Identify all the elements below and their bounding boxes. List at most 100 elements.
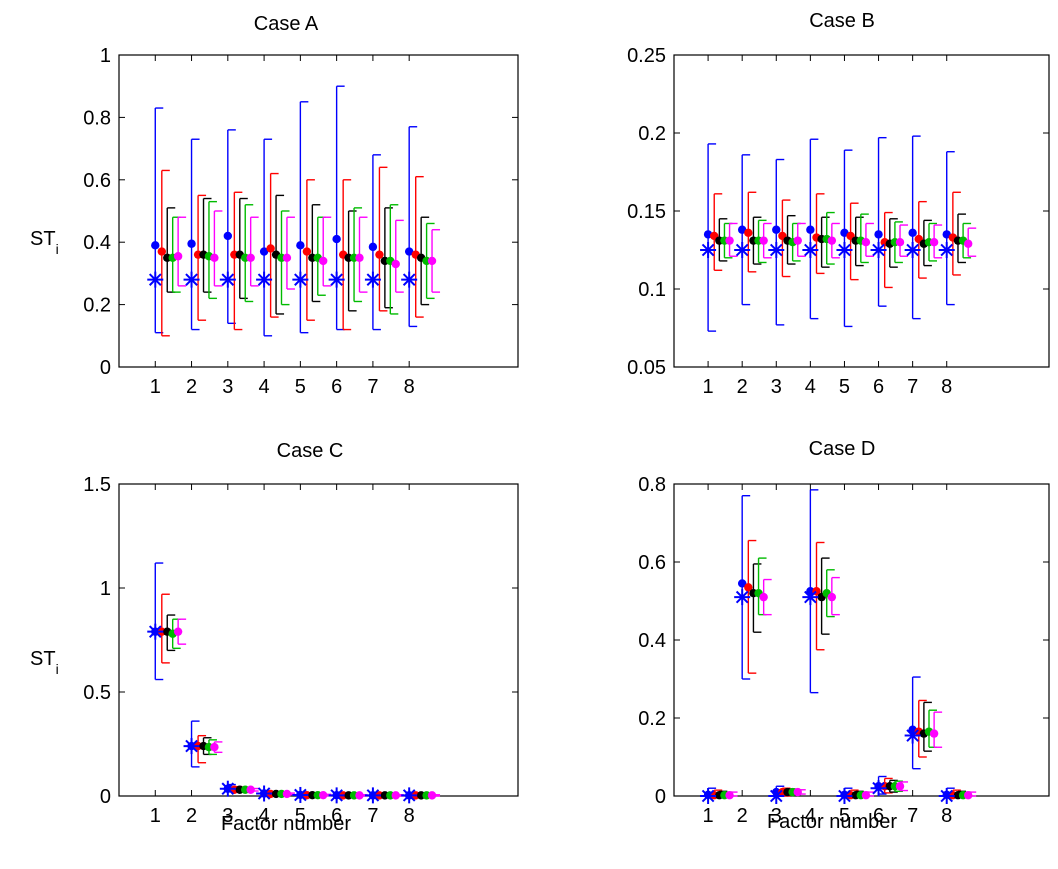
reference-marker bbox=[700, 242, 717, 258]
reference-marker-stroke bbox=[735, 590, 749, 604]
mean-point bbox=[282, 253, 292, 262]
x-tick-label: 8 bbox=[941, 805, 952, 827]
mean-point bbox=[908, 228, 917, 238]
mean-point bbox=[210, 253, 219, 262]
y-tick-label: 0.2 bbox=[83, 295, 111, 317]
mean-point bbox=[759, 592, 768, 602]
x-tick-label: 6 bbox=[331, 376, 342, 398]
panel-case-d: Case D Factor number 0 0.2 0.4 0.6 0.8 1 2 3 4 5 6… bbox=[638, 438, 1050, 833]
reference-marker-stroke bbox=[769, 243, 783, 257]
reference-marker-stroke bbox=[906, 729, 919, 742]
mean-point bbox=[319, 256, 328, 266]
y-tick-label: 0.6 bbox=[83, 170, 111, 192]
reference-marker bbox=[768, 242, 785, 258]
mean-point bbox=[929, 238, 939, 247]
y-tick-label: 0 bbox=[100, 786, 111, 808]
mean-point bbox=[725, 236, 734, 245]
reference-marker-stroke bbox=[940, 243, 954, 257]
reference-marker bbox=[401, 787, 418, 804]
reference-marker bbox=[802, 589, 819, 606]
mean-point bbox=[391, 791, 400, 800]
mean-point bbox=[157, 247, 167, 256]
plot-area: 0.05 0.1 0.15 0.2 0.25 1 2 3 4 5 6 7 8 bbox=[627, 45, 1050, 398]
reference-marker bbox=[328, 271, 345, 288]
reference-marker bbox=[904, 727, 921, 744]
mean-point bbox=[759, 236, 768, 245]
reference-marker-stroke bbox=[701, 789, 715, 803]
reference-marker-stroke bbox=[402, 789, 416, 802]
reference-marker bbox=[183, 738, 200, 755]
reference-marker bbox=[256, 785, 273, 802]
mean-point bbox=[319, 790, 328, 800]
reference-marker-stroke bbox=[330, 789, 343, 802]
mean-point bbox=[375, 250, 384, 259]
panel-case-a: Case A STi 0 0.2 0.4 0.6 0.8 1 1 2 3 4 5 6 7 8 bbox=[30, 13, 519, 398]
mean-point bbox=[964, 791, 973, 800]
x-tick-label: 5 bbox=[295, 805, 306, 827]
x-tick-label: 3 bbox=[771, 805, 782, 827]
mean-point bbox=[861, 791, 871, 800]
reference-marker bbox=[219, 271, 236, 288]
x-tick-label: 2 bbox=[186, 376, 197, 398]
x-tick-label: 7 bbox=[367, 805, 378, 827]
reference-marker-stroke bbox=[294, 788, 307, 802]
reference-marker bbox=[401, 271, 418, 288]
reference-marker bbox=[870, 242, 887, 258]
reference-marker bbox=[870, 780, 887, 797]
reference-marker bbox=[183, 271, 200, 288]
x-tick-label: 6 bbox=[331, 805, 342, 827]
reference-marker-stroke bbox=[257, 273, 271, 286]
reference-marker-stroke bbox=[701, 243, 715, 257]
x-tick-label: 3 bbox=[222, 805, 233, 827]
mean-point bbox=[210, 742, 219, 752]
y-tick-label: 0.05 bbox=[627, 357, 666, 379]
mean-point bbox=[861, 238, 871, 247]
reference-marker bbox=[219, 780, 236, 797]
mean-point bbox=[246, 253, 255, 262]
reference-marker-stroke bbox=[906, 243, 919, 257]
reference-marker-stroke bbox=[366, 789, 380, 802]
y-tick-label: 0.2 bbox=[638, 123, 666, 145]
plot-area: 0 0.5 1 1.5 1 2 3 4 5 6 7 8 bbox=[83, 474, 519, 827]
mean-point bbox=[793, 787, 802, 797]
mean-point bbox=[173, 627, 183, 636]
mean-point bbox=[827, 236, 837, 245]
reference-marker-stroke bbox=[221, 782, 235, 796]
reference-marker-stroke bbox=[402, 273, 416, 286]
panel-title: Case C bbox=[277, 440, 344, 462]
reference-marker bbox=[734, 589, 751, 606]
mean-point bbox=[266, 244, 275, 253]
mean-point bbox=[187, 239, 196, 248]
reference-marker bbox=[700, 788, 717, 804]
x-tick-label: 2 bbox=[186, 805, 197, 827]
reference-marker bbox=[364, 787, 381, 804]
mean-point bbox=[259, 247, 269, 256]
reference-marker-stroke bbox=[330, 273, 343, 286]
reference-marker-stroke bbox=[366, 273, 380, 286]
reference-marker bbox=[836, 788, 853, 804]
reference-marker bbox=[904, 242, 921, 258]
reference-marker bbox=[292, 271, 309, 288]
reference-marker-stroke bbox=[294, 273, 307, 286]
x-tick-label: 4 bbox=[259, 805, 270, 827]
mean-point bbox=[929, 729, 939, 738]
mean-point bbox=[173, 252, 183, 261]
mean-point bbox=[793, 236, 802, 245]
panel-title: Case D bbox=[809, 438, 876, 460]
mean-point bbox=[772, 225, 781, 234]
mean-point bbox=[302, 247, 312, 256]
mean-point bbox=[355, 791, 364, 800]
reference-marker bbox=[256, 271, 273, 288]
x-tick-label: 8 bbox=[404, 376, 415, 398]
y-tick-label: 0.8 bbox=[638, 474, 666, 496]
mean-point bbox=[744, 583, 753, 592]
mean-point bbox=[427, 256, 437, 266]
mean-point bbox=[223, 231, 233, 241]
x-axis-label: Factor number bbox=[767, 811, 897, 833]
mean-point bbox=[404, 247, 414, 256]
reference-marker-stroke bbox=[185, 273, 198, 286]
x-tick-label: 5 bbox=[295, 376, 306, 398]
reference-marker-stroke bbox=[257, 787, 271, 800]
